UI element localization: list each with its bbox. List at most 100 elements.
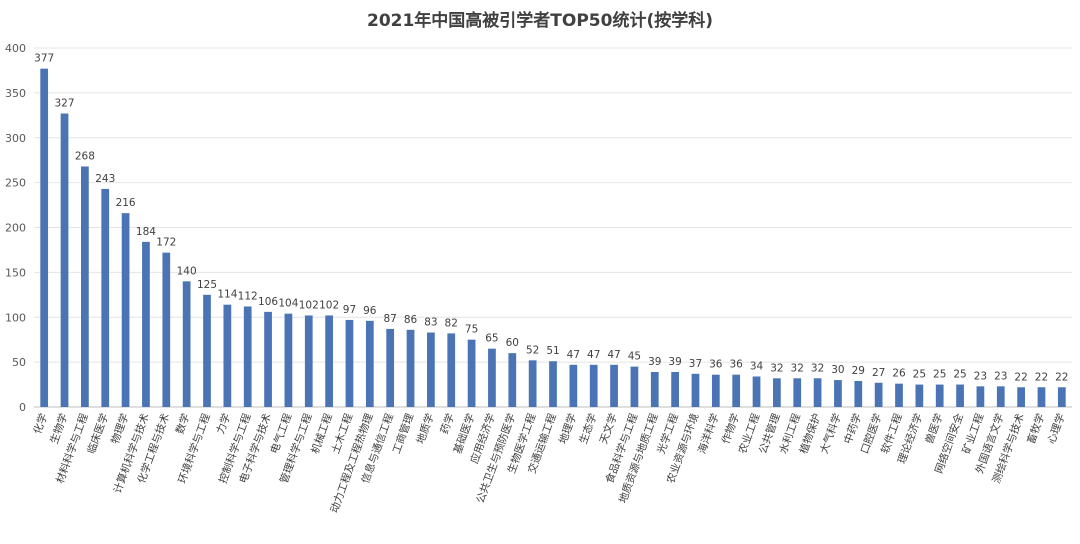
data-label: 82	[445, 317, 458, 329]
data-label: 114	[217, 289, 237, 301]
bar	[813, 378, 822, 407]
bar	[711, 374, 720, 407]
data-label: 27	[872, 367, 885, 379]
bar	[40, 68, 49, 407]
category-label: 地理学	[556, 412, 579, 446]
category-label: 生态学	[577, 412, 600, 446]
bar	[773, 378, 781, 407]
bar	[895, 383, 903, 407]
data-label: 22	[1014, 371, 1027, 383]
data-label: 60	[506, 337, 519, 349]
data-label: 96	[363, 305, 377, 317]
bar	[650, 371, 659, 407]
data-label: 97	[343, 304, 356, 316]
y-tick-label: 100	[5, 311, 26, 324]
y-tick-label: 0	[19, 401, 26, 414]
data-label: 30	[831, 364, 844, 376]
bar	[121, 213, 130, 407]
category-label: 物理学	[108, 412, 131, 446]
bar	[81, 166, 89, 407]
category-label: 畜牧学	[1024, 412, 1047, 446]
y-tick-label: 150	[5, 266, 26, 279]
bar	[1017, 387, 1025, 407]
data-label: 32	[811, 362, 824, 374]
bar	[1057, 387, 1066, 407]
data-label: 37	[689, 358, 702, 370]
bar	[243, 306, 252, 407]
data-label: 32	[791, 362, 804, 374]
bar	[610, 364, 618, 407]
category-label: 中药学	[841, 412, 864, 446]
bar	[427, 332, 435, 407]
bar	[569, 364, 578, 407]
data-label: 327	[55, 98, 75, 110]
data-label: 47	[567, 349, 580, 361]
data-label: 36	[729, 359, 743, 371]
data-label: 112	[238, 290, 258, 302]
bar	[752, 376, 761, 407]
bar	[956, 384, 964, 407]
data-label: 106	[258, 296, 278, 308]
bar	[406, 329, 415, 407]
bar	[345, 319, 354, 407]
y-tick-label: 200	[5, 222, 26, 235]
bar	[793, 378, 802, 407]
category-label: 生物学	[47, 412, 70, 446]
bar	[976, 386, 985, 407]
bar	[935, 384, 944, 407]
bar	[996, 386, 1005, 407]
category-label: 作物学	[719, 412, 742, 446]
data-label: 102	[319, 299, 339, 311]
bar	[182, 281, 191, 407]
category-label: 药学	[438, 412, 457, 436]
bar	[284, 313, 293, 407]
chart-title: 2021年中国高被引学者TOP50统计(按学科)	[366, 11, 714, 31]
data-label: 26	[892, 368, 906, 380]
bar	[630, 366, 639, 407]
data-label: 25	[953, 369, 966, 381]
bar	[834, 380, 842, 407]
data-label: 377	[34, 53, 54, 65]
data-label: 23	[994, 370, 1007, 382]
data-label: 140	[177, 265, 197, 277]
bar	[691, 373, 700, 407]
data-label: 102	[299, 299, 319, 311]
bar	[365, 320, 374, 407]
data-label: 25	[913, 369, 926, 381]
bar	[264, 311, 272, 407]
bar	[101, 188, 110, 407]
bar	[915, 384, 924, 407]
bar	[304, 315, 313, 407]
bar	[549, 361, 557, 407]
category-label: 化学	[31, 412, 50, 436]
data-label: 32	[770, 362, 783, 374]
bar	[732, 374, 741, 407]
bar	[162, 252, 171, 407]
data-label: 45	[628, 351, 641, 363]
bar	[467, 339, 476, 407]
data-label: 47	[587, 349, 600, 361]
data-label: 87	[383, 313, 396, 325]
y-tick-label: 50	[12, 356, 26, 369]
bar	[223, 304, 232, 407]
bar	[874, 382, 883, 407]
data-label: 243	[95, 173, 115, 185]
bar	[508, 353, 517, 407]
data-label: 29	[852, 365, 865, 377]
category-label: 力学	[214, 412, 233, 436]
data-label: 52	[526, 344, 539, 356]
data-label: 36	[709, 359, 723, 371]
category-label: 兽医学	[923, 412, 946, 446]
data-label: 184	[136, 226, 156, 238]
data-label: 268	[75, 150, 95, 162]
data-label: 47	[607, 349, 620, 361]
data-label: 65	[485, 333, 498, 345]
data-label: 25	[933, 369, 946, 381]
bar	[325, 315, 333, 407]
category-label: 天文学	[597, 412, 620, 446]
y-tick-label: 300	[5, 132, 26, 145]
data-label: 39	[668, 356, 681, 368]
category-label: 心理学	[1045, 412, 1068, 446]
data-label: 23	[974, 370, 987, 382]
